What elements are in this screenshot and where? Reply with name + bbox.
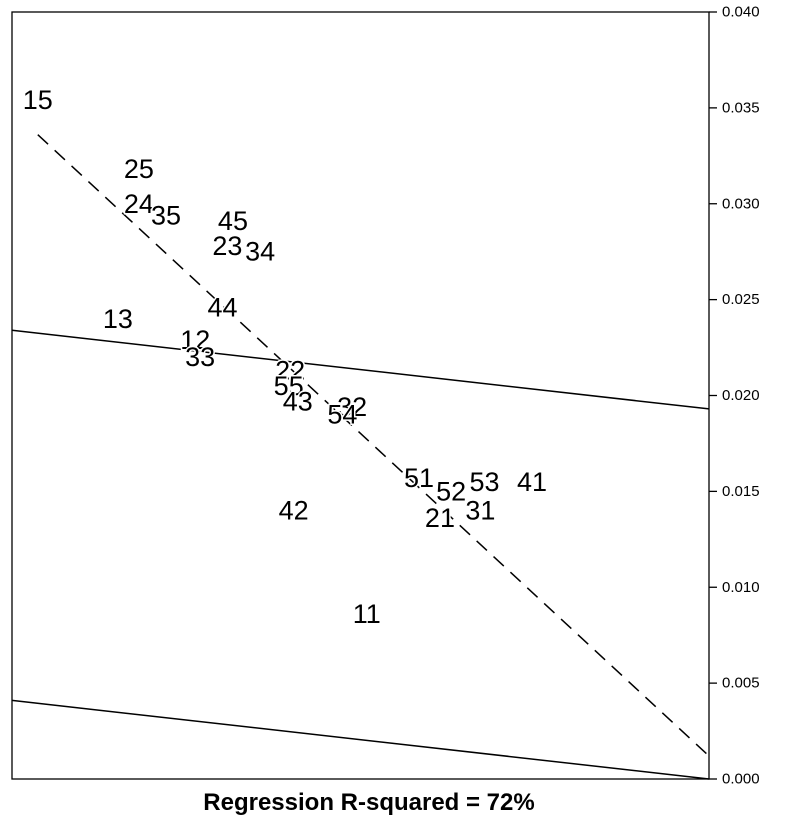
point-label-33: 33: [185, 342, 215, 372]
y-axis-right: 0.000 0.005 0.010 0.015 0.020 0.025 0.030 0.035…: [709, 4, 760, 788]
point-label-51: 51: [404, 463, 434, 493]
point-label-32: 32: [337, 392, 367, 422]
point-label-45: 45: [218, 206, 248, 236]
point-label-43: 43: [283, 386, 313, 416]
chart-caption: Regression R-squared = 72%: [203, 789, 534, 816]
point-label-31: 31: [465, 496, 495, 526]
point-label-25: 25: [124, 154, 154, 184]
point-label-21: 21: [425, 503, 455, 533]
dashed-line-0: [37, 134, 710, 757]
y-tick-label-6: 0.030: [722, 195, 760, 212]
y-tick-label-4: 0.020: [722, 387, 760, 404]
point-label-24: 24: [124, 189, 154, 219]
point-label-41: 41: [517, 467, 547, 497]
y-tick-label-1: 0.005: [722, 675, 760, 692]
point-label-53: 53: [470, 467, 500, 497]
y-tick-label-3: 0.015: [722, 483, 760, 500]
solid-line-1: [11, 329, 710, 410]
point-label-11: 11: [353, 599, 381, 629]
point-label-15: 15: [23, 85, 53, 115]
y-tick-label-2: 0.010: [722, 579, 760, 596]
point-label-52: 52: [436, 476, 466, 506]
point-label-34: 34: [245, 237, 275, 267]
point-label-23: 23: [212, 231, 242, 261]
point-label-44: 44: [207, 292, 237, 322]
point-label-13: 13: [103, 304, 133, 334]
point-label-54: 54: [327, 400, 357, 430]
regression-lines: [11, 134, 710, 780]
y-tick-label-7: 0.035: [722, 99, 760, 116]
point-label-12: 12: [180, 325, 210, 355]
solid-line-2: [11, 699, 710, 780]
point-label-22: 22: [275, 356, 305, 386]
y-tick-label-5: 0.025: [722, 291, 760, 308]
point-label-35: 35: [151, 200, 181, 230]
y-tick-label-0: 0.000: [722, 771, 760, 788]
y-tick-label-8: 0.040: [722, 4, 760, 21]
point-label-42: 42: [279, 496, 309, 526]
point-label-55: 55: [274, 371, 304, 401]
